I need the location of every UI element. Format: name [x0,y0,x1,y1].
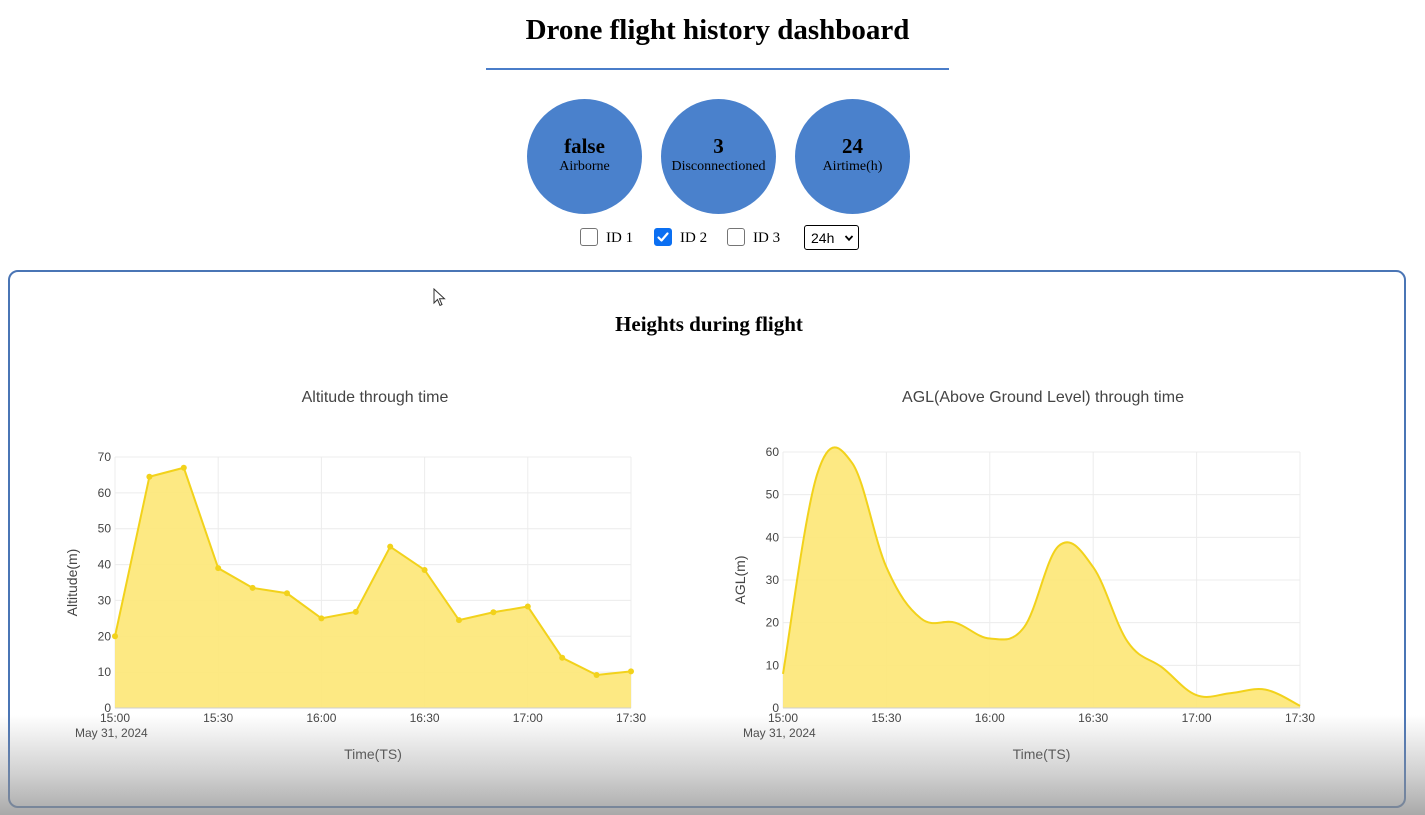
stat-airtime-label: Airtime(h) [822,158,883,174]
y-tick-label: 30 [766,573,780,587]
data-point [593,672,600,679]
id1-label[interactable]: ID 1 [606,230,634,246]
id1-checkbox[interactable] [580,228,598,246]
y-tick-label: 50 [98,522,112,536]
time-range-value: 24h [811,229,835,246]
data-point [284,590,290,597]
time-range-select[interactable]: 24h [804,225,859,250]
y-tick-label: 0 [772,701,779,715]
y-tick-label: 20 [766,616,780,630]
stat-disconnections: 3 Disconnectioned [661,99,776,214]
y-tick-label: 60 [766,445,780,459]
data-point [421,566,428,573]
stat-airborne: false Airborne [527,99,642,214]
mouse-cursor-icon [433,288,446,307]
stat-airtime-value: 24 [842,133,863,158]
y-tick-label: 10 [98,665,112,679]
stat-airtime: 24 Airtime(h) [795,99,910,214]
y-tick-label: 0 [104,701,111,715]
data-point [352,608,359,615]
data-point [249,584,256,591]
y-axis-title: AGL(m) [732,556,748,605]
data-point [387,543,394,550]
data-point [215,565,222,572]
x-tick-label: 17:30 [1285,711,1315,725]
x-tick-label: 15:00 [768,711,798,725]
y-tick-label: 40 [98,558,112,572]
series-area [783,447,1300,708]
id2-checkbox[interactable] [654,228,672,246]
x-tick-label: 16:30 [1078,711,1108,725]
filter-bar: ID 1 ID 2 ID 3 24h [0,225,1425,251]
title-divider [486,68,949,70]
x-tick-label: 17:00 [1182,711,1212,725]
stat-airborne-label: Airborne [559,158,610,174]
page-title: Drone flight history dashboard [525,14,910,46]
y-tick-label: 20 [98,629,112,643]
id3-label[interactable]: ID 3 [753,230,781,246]
data-point [559,654,566,661]
y-tick-label: 10 [766,658,780,672]
chevron-down-icon [844,235,854,242]
x-tick-date-label: May 31, 2024 [743,726,816,740]
series-line [114,466,632,677]
data-point [180,464,187,471]
data-point [146,473,153,480]
series-line [782,446,1301,707]
data-point [112,633,118,640]
y-axis-title: Altitude(m) [64,549,80,617]
panel-title: Heights during flight [615,312,803,336]
y-tick-label: 30 [98,593,112,607]
agl-chart-title: AGL(Above Ground Level) through time [902,389,1184,406]
data-point [524,603,531,610]
x-axis-title: Time(TS) [1013,746,1071,762]
id3-checkbox[interactable] [727,228,745,246]
stat-disconnections-value: 3 [713,133,724,158]
checkmark-icon [657,232,669,242]
stat-airborne-value: false [564,133,605,158]
id2-label[interactable]: ID 2 [680,230,708,246]
data-point [318,615,325,622]
y-tick-label: 40 [766,530,780,544]
x-tick-label: 16:00 [975,711,1005,725]
x-tick-label: 15:30 [871,711,901,725]
stat-disconnections-label: Disconnectioned [671,158,766,174]
data-point [628,668,634,675]
data-point [490,609,497,616]
y-tick-label: 70 [98,450,112,464]
data-point [456,617,462,624]
altitude-chart-title: Altitude through time [301,389,449,406]
y-tick-label: 60 [98,486,112,500]
y-tick-label: 50 [766,488,780,502]
series-area [115,467,631,708]
